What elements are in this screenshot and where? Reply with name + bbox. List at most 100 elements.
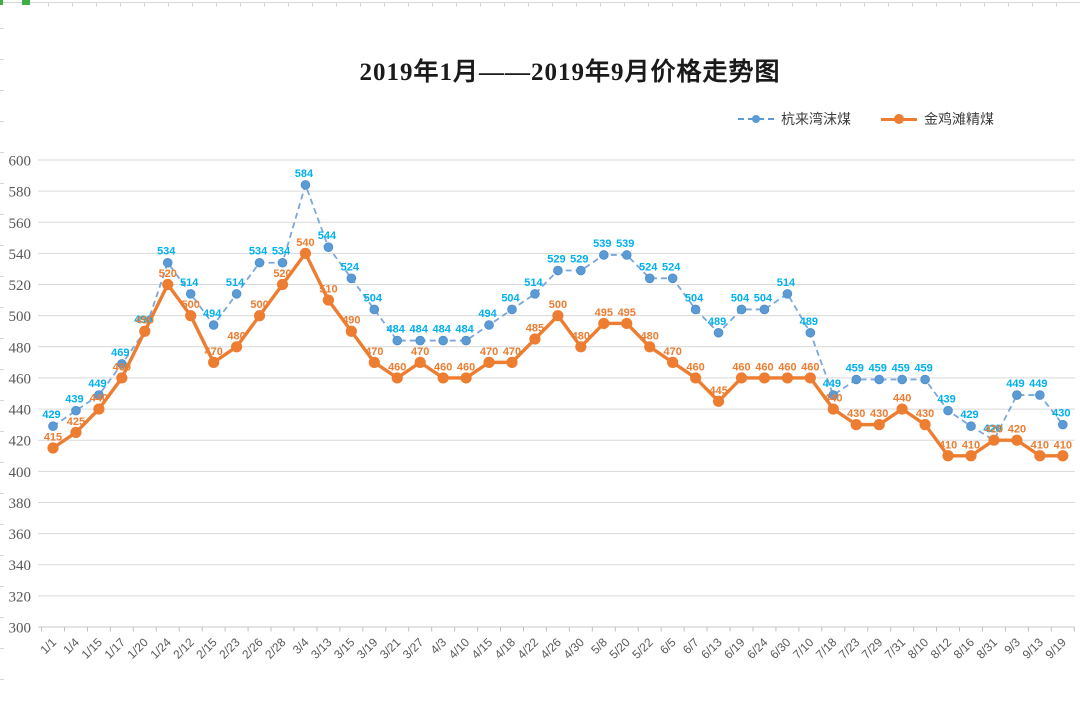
data-point-label: 420: [985, 424, 1003, 436]
data-point-label: 534: [249, 246, 268, 258]
data-point-marker: [71, 405, 81, 416]
x-axis-label: 7/23: [836, 635, 863, 662]
data-point-label: 430: [1052, 408, 1070, 420]
data-point-marker: [919, 419, 931, 431]
data-point-marker: [507, 304, 517, 315]
x-axis-label: 9/19: [1043, 635, 1070, 662]
data-point-label: 500: [250, 299, 268, 311]
data-point-label: 470: [411, 346, 429, 358]
legend: 杭来湾沫煤 金鸡滩精煤: [738, 109, 994, 129]
data-point-label: 504: [685, 292, 704, 304]
data-point-label: 500: [549, 299, 567, 311]
data-point-marker: [323, 242, 334, 252]
x-axis-label: 6/7: [680, 635, 702, 657]
x-axis-label: 4/26: [538, 635, 565, 662]
data-point-label: 490: [136, 315, 154, 327]
x-axis-label: 7/18: [813, 635, 840, 662]
data-point-marker: [874, 374, 884, 385]
data-point-marker: [437, 372, 449, 384]
x-axis-label: 1/20: [125, 635, 152, 662]
legend-item-jinjitan[interactable]: 金鸡滩精煤: [881, 109, 994, 129]
data-point-marker: [965, 450, 977, 462]
data-point-label: 440: [824, 393, 842, 405]
y-axis-labels: 600 580 560 540 520 500 480 460 440 420 400 380 360 3…: [9, 154, 32, 637]
data-point-marker: [828, 390, 839, 400]
y-axis-label: 440: [9, 403, 32, 419]
x-axis-label: 6/5: [657, 635, 679, 657]
data-point-marker: [804, 372, 816, 384]
data-point-label: 494: [203, 308, 222, 320]
legend-label-jinjitan: 金鸡滩精煤: [924, 111, 994, 127]
data-point-label: 470: [365, 346, 383, 358]
data-point-marker: [943, 405, 953, 416]
data-point-marker: [712, 395, 725, 407]
chart-title: 2019年1月——2019年9月价格走势图: [359, 59, 781, 86]
data-point-marker: [139, 325, 151, 337]
x-axis-label: 3/27: [400, 635, 427, 662]
data-point-label: 459: [869, 362, 887, 374]
x-axis-label: 2/23: [216, 635, 243, 662]
data-point-marker: [575, 341, 587, 353]
data-point-label: 504: [501, 292, 520, 304]
series-1-labels: 415 425 440 460 490 520 500 470 480 500 520 540 510 4…: [44, 237, 1072, 451]
data-point-marker: [897, 374, 907, 385]
y-axis-label: 480: [9, 340, 32, 356]
data-point-label: 544: [318, 230, 337, 242]
data-point-marker: [598, 250, 609, 260]
data-point-label: 440: [893, 393, 911, 405]
x-axis-label: 2/15: [193, 635, 220, 662]
data-point-label: 484: [410, 324, 429, 336]
data-point-marker: [415, 335, 426, 346]
data-point-label: 460: [778, 361, 796, 373]
x-axis-label: 3/21: [377, 635, 404, 662]
x-axis-label: 1/17: [102, 635, 129, 662]
x-axis-label: 5/20: [606, 635, 633, 662]
data-point-label: 495: [595, 307, 613, 319]
data-point-label: 494: [478, 308, 497, 320]
data-point-label: 449: [1006, 378, 1024, 390]
data-point-label: 510: [319, 284, 337, 296]
y-axis-label: 300: [9, 621, 32, 637]
x-axis-label: 1/4: [60, 635, 82, 657]
data-point-label: 539: [616, 238, 634, 250]
x-axis-label: 8/31: [974, 635, 1001, 662]
x-axis-label: 7/10: [790, 635, 817, 662]
x-axis-label: 8/16: [951, 635, 978, 662]
x-axis-labels: 1/1 1/41/151/171/201/242/122/152/232/262/…: [37, 635, 1069, 662]
x-axis-label: 8/10: [905, 635, 932, 662]
y-axis-label: 460: [9, 371, 32, 387]
data-point-marker: [667, 273, 678, 284]
x-axis-label: 4/18: [492, 635, 519, 662]
data-point-label: 489: [800, 316, 818, 328]
data-point-label: 504: [364, 292, 383, 304]
x-axis-label: 4/15: [469, 635, 496, 662]
data-point-marker: [942, 450, 954, 462]
data-point-label: 449: [1029, 378, 1047, 390]
data-point-label: 495: [618, 307, 636, 319]
x-axis-label: 4/30: [561, 635, 588, 662]
data-point-marker: [1057, 450, 1069, 462]
data-point-marker: [392, 335, 403, 346]
data-point-marker: [460, 372, 472, 384]
data-point-marker: [346, 273, 357, 284]
data-point-marker: [276, 278, 289, 291]
legend-item-hanglaiwan[interactable]: 杭来湾沫煤: [738, 109, 851, 129]
x-axis-label: 6/30: [767, 635, 794, 662]
data-point-label: 470: [204, 346, 222, 358]
data-point-marker: [345, 325, 357, 337]
data-point-marker: [93, 403, 105, 415]
data-point-label: 484: [387, 324, 406, 336]
data-point-marker: [966, 421, 976, 431]
y-axis-label: 360: [9, 527, 32, 543]
data-point-label: 524: [639, 261, 658, 273]
x-axis-label: 2/26: [239, 635, 266, 662]
data-point-label: 445: [709, 385, 727, 397]
data-point-marker: [254, 257, 265, 268]
data-point-label: 420: [1008, 424, 1026, 436]
data-point-label: 584: [295, 168, 314, 180]
data-point-label: 425: [67, 416, 85, 428]
x-axis-label: 3/15: [331, 635, 358, 662]
data-point-marker: [47, 442, 59, 454]
data-point-marker: [48, 421, 58, 431]
